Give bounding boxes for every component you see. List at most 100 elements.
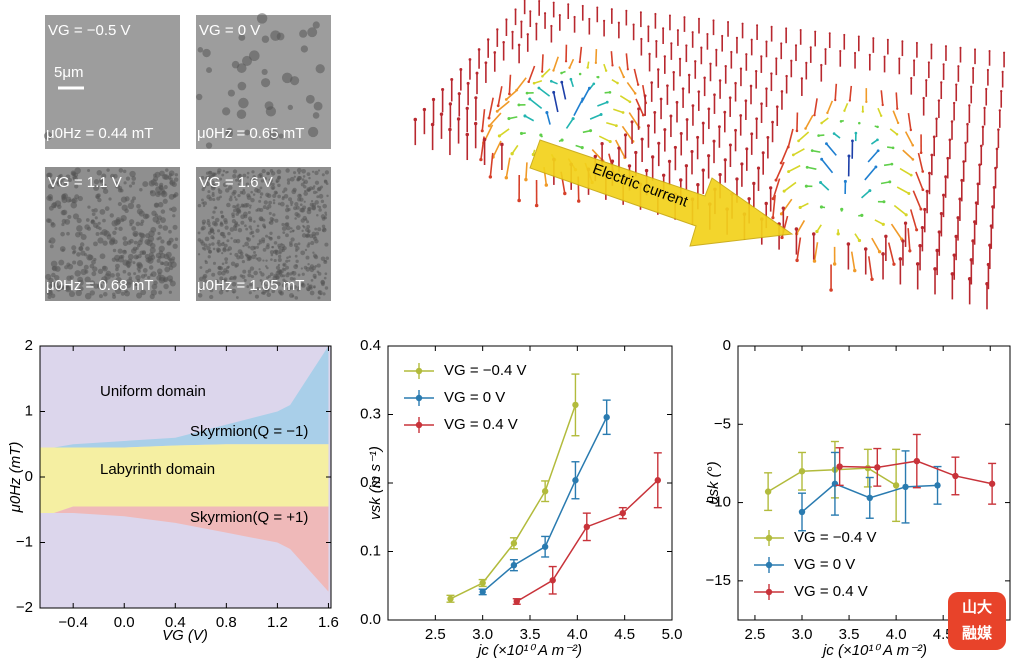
legend-label: VG = 0 V <box>444 389 505 406</box>
spin-head <box>775 105 779 109</box>
domain-speck <box>269 216 274 221</box>
spin-head <box>691 104 695 108</box>
spin-head <box>541 75 544 78</box>
domain-speck <box>274 191 278 195</box>
domain-speck <box>268 200 272 205</box>
region-label: Skyrmion(Q = −1) <box>190 423 308 440</box>
domain-speck <box>239 251 244 256</box>
domain-speck <box>259 186 263 190</box>
spin-head <box>514 8 517 11</box>
spin-head <box>794 44 798 47</box>
domain-speck <box>324 213 328 217</box>
spin-head <box>616 81 619 85</box>
spin-head <box>895 132 899 136</box>
spin-arrow <box>821 158 834 174</box>
spin-head <box>657 141 661 145</box>
domain-speck <box>277 263 281 267</box>
domain-speck <box>91 208 95 212</box>
domain-speck <box>158 185 164 191</box>
spin-arrow <box>796 237 802 261</box>
spin-head <box>932 135 936 139</box>
domain-speck <box>142 268 148 273</box>
domain-speck <box>297 273 301 277</box>
domain-speck <box>261 169 266 174</box>
series-line <box>482 416 608 593</box>
data-point <box>764 488 772 495</box>
domain-speck <box>121 204 128 211</box>
spin-arrow <box>867 256 873 280</box>
domain-speck <box>99 209 106 215</box>
domain-speck <box>131 226 137 231</box>
phase-region <box>40 444 329 514</box>
domain-speck <box>285 215 290 220</box>
domain-speck <box>114 287 122 295</box>
domain-speck <box>168 193 175 200</box>
spin-head <box>997 128 1000 131</box>
spin-head <box>780 42 783 45</box>
domain-speck <box>276 169 282 175</box>
spin-head <box>840 207 844 211</box>
domain-speck <box>211 242 215 246</box>
spin-head <box>829 288 833 292</box>
spin-head <box>814 30 817 33</box>
domain-speck <box>310 200 314 203</box>
spin-head <box>839 49 842 53</box>
spin-head <box>986 262 991 267</box>
domain-speck <box>248 50 260 62</box>
spin-head <box>577 199 581 203</box>
domain-speck <box>161 261 165 265</box>
x-tick-label: 0.4 <box>165 614 186 631</box>
current-arrow <box>529 139 794 247</box>
domain-speck <box>295 264 298 267</box>
spin-head <box>919 207 923 211</box>
spin-head <box>937 99 941 102</box>
domain-speck <box>141 250 146 255</box>
spin-head <box>617 21 620 24</box>
spin-head <box>858 121 861 125</box>
spin-head <box>549 79 553 83</box>
spin-head <box>745 53 748 56</box>
spin-head <box>622 75 625 79</box>
spin-arrow <box>481 109 486 131</box>
domain-speck <box>265 287 270 292</box>
domain-speck <box>226 266 230 270</box>
domain-speck <box>80 233 87 240</box>
domain-speck <box>202 48 211 58</box>
spin-head <box>727 20 730 24</box>
domain-speck <box>309 202 314 207</box>
spin-head <box>656 68 660 71</box>
spin-arrow <box>915 171 924 191</box>
spin-head <box>950 120 954 123</box>
spin-arrow <box>775 161 785 181</box>
domain-speck <box>154 213 159 217</box>
spin-head <box>836 232 840 236</box>
spin-head <box>968 104 971 107</box>
spin-head <box>991 205 995 209</box>
domain-speck <box>222 241 225 244</box>
spin-head <box>901 40 904 43</box>
spin-arrow <box>633 68 639 85</box>
spin-head <box>770 72 773 75</box>
domain-speck <box>123 249 127 253</box>
domain-speck <box>256 287 260 291</box>
domain-speck <box>201 201 205 205</box>
domain-speck <box>222 182 228 188</box>
domain-speck <box>253 220 256 223</box>
domain-speck <box>229 195 233 199</box>
spin-head <box>967 277 972 281</box>
data-point <box>479 588 486 596</box>
domain-speck <box>303 191 308 196</box>
spin-arrow <box>511 144 519 155</box>
spin-head <box>769 186 773 190</box>
domain-speck <box>281 248 285 252</box>
domain-speck <box>201 187 205 192</box>
spin-head <box>1001 70 1004 73</box>
spin-head <box>581 97 585 101</box>
spin-head <box>756 24 759 27</box>
spin-head <box>578 60 581 64</box>
spin-arrow <box>552 92 559 113</box>
domain-speck <box>227 231 231 236</box>
spin-head <box>739 67 743 70</box>
domain-speck <box>277 202 281 206</box>
domain-speck <box>174 237 179 242</box>
